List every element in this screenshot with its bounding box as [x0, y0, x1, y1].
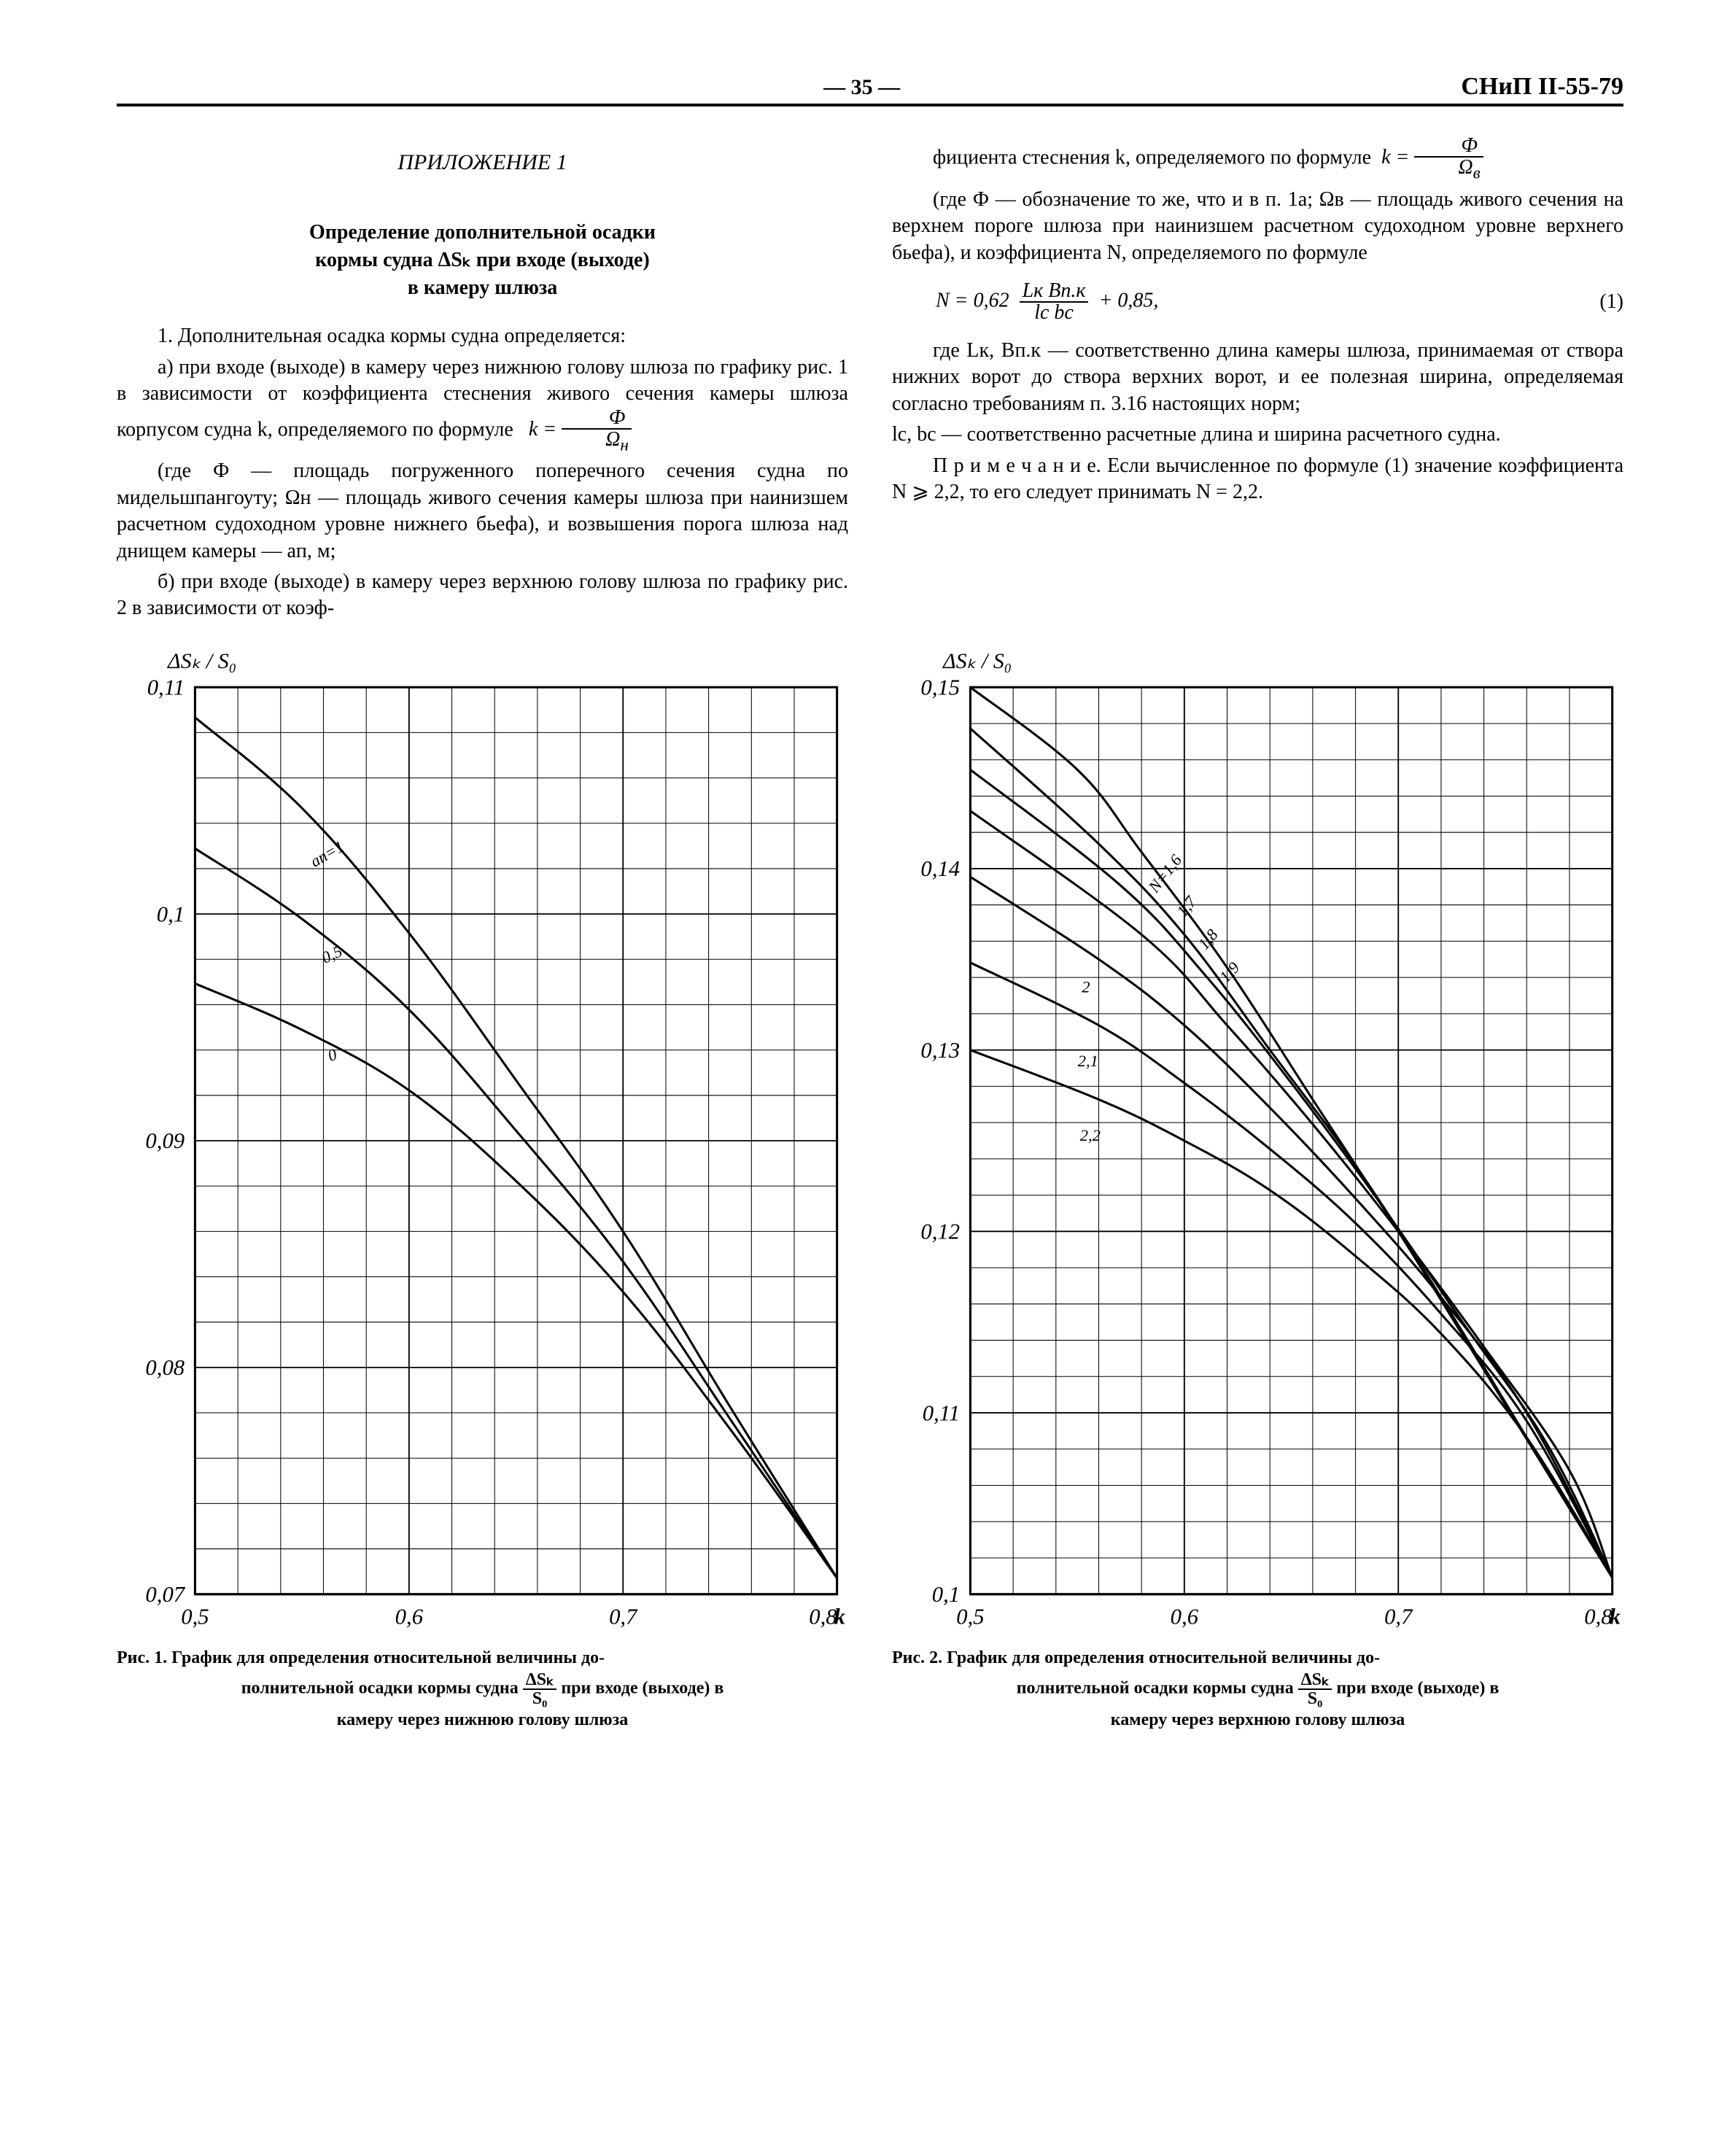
svg-text:k: k — [1610, 1605, 1621, 1629]
right-p1-text: фициента стеснения k, определяемого по ф… — [933, 146, 1371, 168]
chart-2-cap-frac-den: S₀ — [1298, 1690, 1332, 1707]
svg-text:0,12: 0,12 — [920, 1219, 960, 1244]
svg-text:0,15: 0,15 — [920, 680, 960, 699]
svg-text:0,1: 0,1 — [157, 901, 185, 926]
svg-text:0,8: 0,8 — [1584, 1605, 1612, 1629]
svg-text:0,1: 0,1 — [932, 1582, 960, 1607]
svg-text:0,07: 0,07 — [145, 1582, 185, 1607]
svg-text:0,14: 0,14 — [920, 856, 960, 881]
svg-text:0,08: 0,08 — [145, 1355, 185, 1380]
left-p3: б) при входе (выходе) в камеру через вер… — [117, 569, 848, 622]
svg-text:0,13: 0,13 — [920, 1038, 960, 1063]
chart-2-cap-l3: камеру через верхнюю голову шлюза — [892, 1709, 1623, 1732]
chart-2-cap-l1: Рис. 2. График для определения относител… — [892, 1648, 1380, 1667]
eq-frac-den: lс bс — [1020, 303, 1089, 323]
chart-1-cap-l3: камеру через нижнюю голову шлюза — [117, 1709, 848, 1732]
eq-body: N = 0,62 Lк Bп.кlс bс + 0,85, — [936, 281, 1158, 323]
eq-lhs: N = 0,62 — [936, 290, 1009, 312]
right-column: фициента стеснения k, определяемого по ф… — [892, 136, 1623, 627]
left-column: ПРИЛОЖЕНИЕ 1 Определение дополнительной … — [117, 136, 848, 627]
svg-text:0,5: 0,5 — [181, 1605, 209, 1629]
eq-number: (1) — [1585, 290, 1623, 314]
svg-text:2: 2 — [1082, 977, 1090, 996]
equation-1: N = 0,62 Lк Bп.кlс bс + 0,85, (1) — [892, 281, 1623, 323]
svg-text:2,1: 2,1 — [1078, 1052, 1098, 1070]
section-title-l1: Определение дополнительной осадки — [309, 221, 656, 244]
section-title-l3: в камеру шлюза — [408, 276, 558, 299]
svg-text:0,7: 0,7 — [1384, 1605, 1413, 1629]
chart-1-ylabel: ΔSₖ / S₀ — [168, 648, 848, 674]
eq-tail: + 0,85, — [1098, 290, 1158, 312]
chart-2-cap-l2b: при входе (выходе) в — [1336, 1679, 1499, 1698]
left-p1: 1. Дополнительная осадка кормы судна опр… — [117, 323, 848, 349]
left-p2: а) при входе (выходе) в камеру через ниж… — [117, 354, 848, 454]
chart-2-cap-frac-num: ΔSₖ — [1298, 1671, 1332, 1690]
svg-text:0,5: 0,5 — [956, 1605, 984, 1629]
svg-text:2,2: 2,2 — [1080, 1126, 1101, 1144]
right-p1b: (где Ф — обозначение то же, что и в п. 1… — [892, 187, 1623, 266]
svg-text:0,7: 0,7 — [609, 1605, 638, 1629]
doc-code: СНиП II-55-79 — [1461, 73, 1623, 101]
svg-text:0,09: 0,09 — [145, 1128, 185, 1153]
chart-1: 0,50,60,70,8 k0,070,080,090,10,11aп=10,5… — [117, 680, 848, 1635]
svg-text:0,11: 0,11 — [923, 1400, 960, 1425]
chart-2-cap-l2: полнительной осадки кормы судна — [1017, 1679, 1298, 1698]
page-number: — 35 — — [263, 75, 1461, 100]
eq-frac-num: Lк Bп.к — [1020, 281, 1089, 303]
chart-1-cap-l2: полнительной осадки кормы судна — [241, 1679, 523, 1698]
svg-text:0,11: 0,11 — [147, 680, 185, 699]
section-title-l2: кормы судна ΔSₖ при входе (выходе) — [315, 249, 650, 271]
right-note: П р и м е ч а н и е. Если вычисленное по… — [892, 453, 1623, 506]
chart-1-cap-l1: Рис. 1. График для определения относител… — [117, 1648, 605, 1667]
chart-1-cap-frac-den: S₀ — [523, 1690, 557, 1707]
chart-1-cap-l2b: при входе (выходе) в — [561, 1679, 723, 1698]
chart-2-ylabel: ΔSₖ / S₀ — [943, 648, 1623, 674]
page-header: — 35 — СНиП II-55-79 — [117, 73, 1623, 106]
svg-text:0,6: 0,6 — [1171, 1605, 1199, 1629]
text-columns: ПРИЛОЖЕНИЕ 1 Определение дополнительной … — [117, 136, 1623, 627]
charts-row: ΔSₖ / S₀ 0,50,60,70,8 k0,070,080,090,10,… — [117, 648, 1623, 1732]
chart-1-caption: Рис. 1. График для определения относител… — [117, 1647, 848, 1732]
chart-1-cap-frac-num: ΔSₖ — [523, 1671, 557, 1690]
formula-k-lower: k = ФΩн — [529, 418, 632, 441]
left-p2-text: а) при входе (выходе) в камеру через ниж… — [117, 356, 848, 441]
right-p2: где Lк, Bп.к — соответственно длина каме… — [892, 338, 1623, 417]
chart-2-wrap: ΔSₖ / S₀ 0,5 0,6 0,7 0,8 k 0,1 0,11 0,12 0,13 0,… — [892, 648, 1623, 1732]
formula-k-upper: k = ФΩв — [1381, 146, 1483, 168]
right-p1: фициента стеснения k, определяемого по ф… — [892, 136, 1623, 182]
chart-2: 0,50,60,70,8 k0,10,110,120,130,140,15N=1… — [892, 680, 1623, 1635]
left-p2b: (где Ф — площадь погруженного поперечног… — [117, 458, 848, 565]
svg-text:0,6: 0,6 — [395, 1605, 424, 1629]
right-p3: lс, bс — соответственно расчетные длина … — [892, 422, 1623, 448]
chart-2-caption: Рис. 2. График для определения относител… — [892, 1647, 1623, 1732]
section-title: Определение дополнительной осадки кормы … — [117, 219, 848, 301]
svg-text:k: k — [834, 1605, 846, 1629]
appendix-title: ПРИЛОЖЕНИЕ 1 — [117, 150, 848, 175]
svg-text:0,8: 0,8 — [809, 1605, 837, 1629]
chart-1-wrap: ΔSₖ / S₀ 0,5 0,6 0,7 0,8 k 0,07 0,08 0,09 0,1 0,… — [117, 648, 848, 1732]
